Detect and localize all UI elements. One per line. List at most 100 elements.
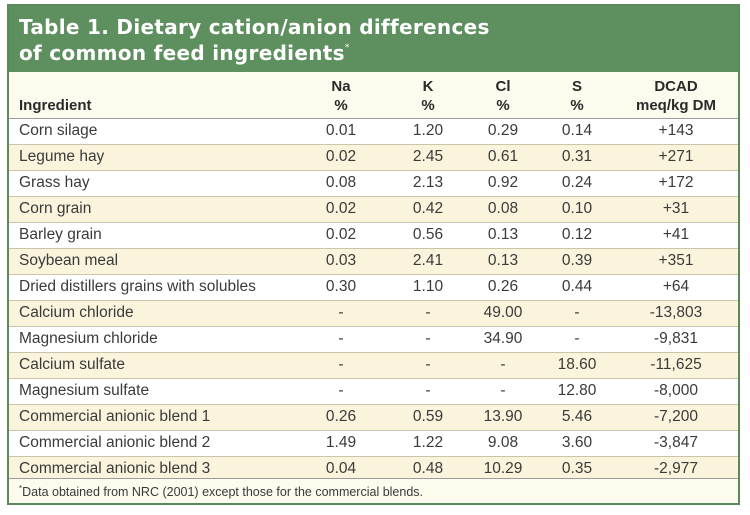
dcad-value: +41	[662, 226, 690, 243]
s-value: 0.44	[561, 278, 593, 295]
ingredient-name: Barley grain	[19, 226, 102, 243]
k-value: 1.20	[412, 122, 444, 139]
na-value: -	[338, 382, 344, 399]
na-value: 0.26	[325, 408, 357, 425]
header-na-unit: %	[334, 97, 348, 114]
ingredient-name: Commercial anionic blend 2	[19, 434, 211, 451]
dcad-value: +172	[658, 174, 694, 191]
cl-value: 0.13	[487, 252, 519, 269]
table-row: Soybean meal 0.03 2.41 0.13 0.39 +351	[9, 249, 738, 275]
k-value: -	[425, 356, 431, 373]
ingredient-name: Grass hay	[19, 174, 90, 191]
header-cl: Cl %	[471, 77, 535, 115]
na-value: 0.03	[325, 252, 357, 269]
header-dcad-label: DCAD	[654, 78, 698, 95]
dcad-value: -3,847	[654, 434, 698, 451]
k-value: 0.56	[412, 226, 444, 243]
dcad-value: +143	[658, 122, 694, 139]
cl-value: 0.29	[487, 122, 519, 139]
table-body: Corn silage 0.01 1.20 0.29 0.14 +143 Leg…	[9, 119, 738, 483]
header-dcad: DCAD meq/kg DM	[621, 77, 731, 115]
cl-value: 10.29	[483, 460, 523, 477]
table-row: Legume hay 0.02 2.45 0.61 0.31 +271	[9, 145, 738, 171]
table-row: Dried distillers grains with solubles 0.…	[9, 275, 738, 301]
s-value: 0.10	[561, 200, 593, 217]
na-value: 0.02	[325, 200, 357, 217]
dcad-value: -13,803	[649, 304, 703, 321]
header-k: K %	[396, 77, 460, 115]
s-value: -	[574, 330, 580, 347]
dcad-value: -9,831	[654, 330, 698, 347]
dcad-value: -11,625	[650, 356, 702, 373]
header-k-label: K	[422, 78, 434, 95]
na-value: 0.08	[325, 174, 357, 191]
table-row: Commercial anionic blend 2 1.49 1.22 9.0…	[9, 431, 738, 457]
s-value: 0.14	[561, 122, 593, 139]
table-footnote: *Data obtained from NRC (2001) except th…	[9, 478, 738, 503]
s-value: 0.31	[561, 148, 593, 165]
table-title-line-2: of common feed ingredients*	[19, 41, 350, 65]
k-value: 1.22	[412, 434, 444, 451]
s-value: 3.60	[561, 434, 593, 451]
cl-value: 0.61	[487, 148, 519, 165]
na-value: 0.04	[325, 460, 357, 477]
table-row: Barley grain 0.02 0.56 0.13 0.12 +41	[9, 223, 738, 249]
dcad-value: +271	[658, 148, 694, 165]
table-header: Ingredient Na % K % Cl % S % DCAD meq/kg…	[9, 72, 738, 119]
na-value: 1.49	[325, 434, 357, 451]
table-title-line-2-text: of common feed ingredients	[19, 41, 345, 65]
cl-value: 34.90	[483, 330, 523, 347]
cl-value: 0.08	[487, 200, 519, 217]
na-value: -	[338, 330, 344, 347]
na-value: 0.02	[325, 226, 357, 243]
ingredient-name: Soybean meal	[19, 252, 119, 269]
header-na: Na %	[309, 77, 373, 115]
na-value: -	[338, 304, 344, 321]
header-ingredient: Ingredient	[19, 97, 92, 114]
header-cl-unit: %	[496, 97, 510, 114]
cl-value: -	[500, 356, 506, 373]
footnote-marker: *	[19, 484, 23, 493]
table-title-bar: Table 1. Dietary cation/anion difference…	[9, 6, 738, 72]
k-value: 2.45	[412, 148, 444, 165]
ingredient-name: Magnesium chloride	[19, 330, 158, 347]
header-s-label: S	[571, 78, 582, 95]
table-title-line-1: Table 1. Dietary cation/anion difference…	[19, 15, 490, 39]
table-row: Corn silage 0.01 1.20 0.29 0.14 +143	[9, 119, 738, 145]
header-cl-label: Cl	[495, 78, 511, 95]
cl-value: 0.92	[487, 174, 519, 191]
k-value: -	[425, 330, 431, 347]
footnote-text: Data obtained from NRC (2001) except tho…	[22, 485, 424, 499]
dcad-value: +31	[662, 200, 690, 217]
k-value: 0.42	[412, 200, 444, 217]
ingredient-name: Legume hay	[19, 148, 105, 165]
table-row: Calcium chloride - - 49.00 - -13,803	[9, 301, 738, 327]
header-s-unit: %	[570, 97, 584, 114]
s-value: 5.46	[561, 408, 593, 425]
s-value: 0.12	[561, 226, 593, 243]
table-row: Calcium sulfate - - - 18.60 -11,625	[9, 353, 738, 379]
dcad-value: +64	[662, 278, 690, 295]
dcad-value: -8,000	[654, 382, 698, 399]
ingredient-name: Corn grain	[19, 200, 92, 217]
s-value: 0.39	[561, 252, 593, 269]
header-na-label: Na	[331, 78, 351, 95]
na-value: -	[338, 356, 344, 373]
s-value: -	[574, 304, 580, 321]
header-k-unit: %	[421, 97, 435, 114]
na-value: 0.02	[325, 148, 357, 165]
ingredient-name: Magnesium sulfate	[19, 382, 150, 399]
k-value: 0.59	[412, 408, 444, 425]
cl-value: 0.26	[487, 278, 519, 295]
table-row: Grass hay 0.08 2.13 0.92 0.24 +172	[9, 171, 738, 197]
ingredient-name: Calcium chloride	[19, 304, 134, 321]
ingredient-name: Corn silage	[19, 122, 98, 139]
k-value: 0.48	[412, 460, 444, 477]
table-frame: Table 1. Dietary cation/anion difference…	[7, 4, 740, 505]
cl-value: 13.90	[483, 408, 523, 425]
s-value: 18.60	[557, 356, 597, 373]
header-s: S %	[545, 77, 609, 115]
cl-value: 0.13	[487, 226, 519, 243]
s-value: 0.35	[561, 460, 593, 477]
ingredient-name: Dried distillers grains with solubles	[19, 278, 256, 295]
